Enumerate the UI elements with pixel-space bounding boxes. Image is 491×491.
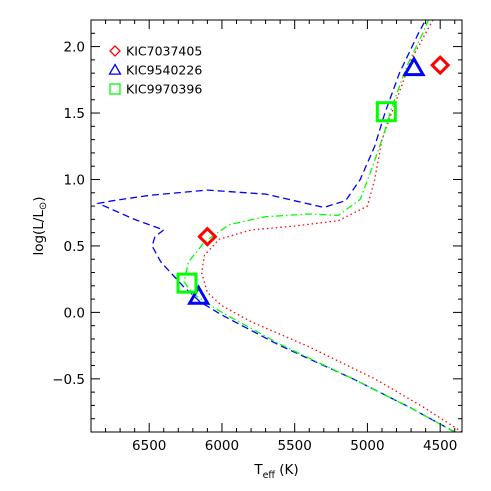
triangle-marker [187, 284, 211, 305]
x-tick-label: 6500 [132, 438, 166, 454]
track-line-3 [183, 20, 456, 432]
y-axis-label-main: log(L/L [31, 210, 47, 256]
track-line-1 [200, 20, 462, 432]
y-tick-label: −0.5 [52, 372, 85, 388]
y-tick-label: 1.0 [64, 172, 85, 188]
x-axis-label-unit: (K) [275, 462, 299, 478]
square-marker [176, 272, 198, 294]
legend-square-icon [109, 83, 121, 95]
y-tick-label: 0.5 [64, 239, 85, 255]
x-axis-label-main: T [253, 462, 263, 478]
y-axis-label: log(L/L⊙) [31, 196, 49, 255]
track-line-2 [96, 20, 456, 432]
y-axis-label-sun-symbol: ⊙ [38, 202, 49, 210]
legend-diamond-icon [109, 45, 121, 57]
y-axis-label-close: ) [31, 196, 47, 201]
x-tick-label: 4500 [423, 438, 457, 454]
x-axis-label-sub: eff [263, 470, 276, 481]
x-tick-label: 5500 [278, 438, 312, 454]
diamond-marker [430, 55, 451, 76]
legend-triangle-icon [108, 63, 122, 75]
square-marker [375, 101, 397, 123]
x-tick-label: 5000 [350, 438, 384, 454]
axis-ticks: 6500 6000 5500 5000 4500 −0.5 0.0 0.5 1.0 1.5 2.0 [52, 20, 462, 454]
y-tick-label: 0.0 [64, 305, 85, 321]
diamond-marker [197, 226, 218, 247]
x-tick-label: 6000 [205, 438, 239, 454]
y-tick-label: 1.5 [64, 106, 85, 122]
legend: KIC7037405 KIC9540226 KIC9970396 [108, 44, 202, 97]
plot-frame [90, 19, 463, 433]
y-tick-label: 2.0 [64, 40, 85, 56]
x-axis-label: Teff (K) [253, 462, 298, 481]
legend-label: KIC9970396 [126, 82, 202, 97]
legend-label: KIC7037405 [126, 44, 202, 59]
triangle-marker [402, 55, 426, 77]
legend-label: KIC9540226 [126, 63, 202, 78]
star-markers [176, 55, 451, 305]
